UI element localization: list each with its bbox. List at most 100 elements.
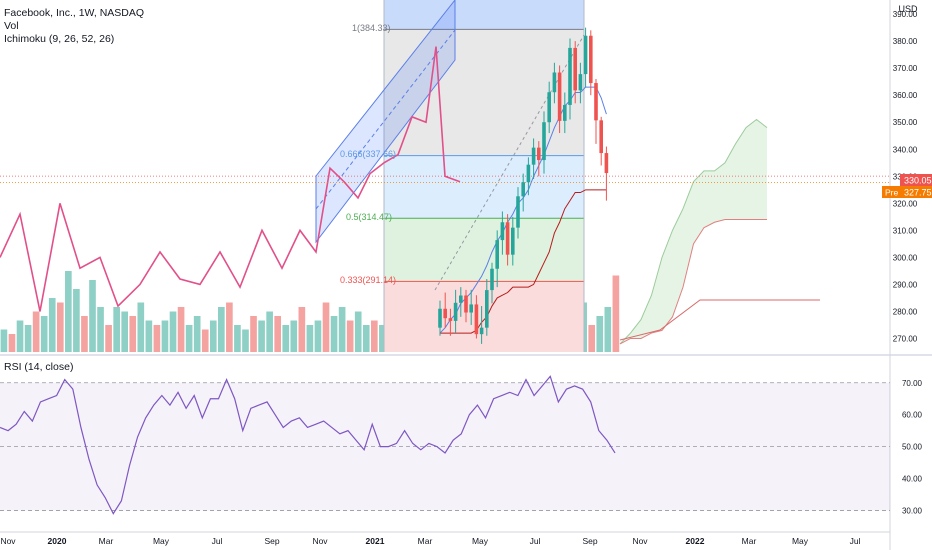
volume-bar — [290, 320, 298, 352]
candle-body — [604, 153, 609, 174]
time-tick-label: Sep — [264, 536, 279, 546]
candle-body — [578, 74, 583, 91]
volume-bar — [97, 307, 104, 352]
volume-bar — [330, 316, 338, 352]
candle-body — [453, 302, 458, 321]
candle-body — [563, 104, 567, 121]
rsi-pane[interactable] — [0, 375, 890, 515]
rsi-line — [0, 375, 616, 515]
candle-body — [531, 147, 536, 165]
volume-legend: Vol — [4, 20, 19, 32]
time-tick-label: Sep — [582, 536, 597, 546]
candle-body — [537, 147, 541, 161]
ichimoku-legend: Ichimoku (9, 26, 52, 26) — [4, 33, 114, 45]
volume-bar — [346, 320, 354, 352]
price-tick-label: 320.00 — [893, 199, 918, 208]
candle-body — [474, 304, 479, 335]
fib-label-1: 1(384.33) — [352, 23, 391, 33]
rsi-tick-label: 40.00 — [902, 475, 923, 484]
price-tick-label: 300.00 — [893, 253, 918, 262]
volume-bar — [177, 307, 185, 352]
volume-bar — [121, 311, 129, 352]
candle-body — [552, 72, 557, 93]
volume-bar — [8, 334, 16, 352]
candle-body — [526, 164, 531, 183]
volume-bar — [209, 320, 217, 352]
price-tick-label: 350.00 — [893, 118, 918, 127]
fib-zone-0666 — [384, 155, 584, 219]
candle-body — [542, 122, 546, 161]
rsi-tick-label: 70.00 — [902, 379, 923, 388]
volume-bar — [201, 329, 209, 352]
time-tick-label: May — [792, 536, 809, 546]
price-tick-label: 290.00 — [893, 280, 918, 289]
volume-bar — [370, 320, 378, 352]
pre-price-tag — [900, 186, 932, 198]
volume-bar — [185, 325, 193, 352]
candle-body — [443, 308, 447, 319]
candle-body — [464, 295, 468, 313]
cloud-span-b — [619, 219, 767, 345]
volume-bar — [588, 325, 596, 352]
fibonacci-retracement[interactable] — [383, 0, 585, 352]
volume-bar — [65, 271, 72, 352]
currency-label[interactable]: USD — [898, 4, 918, 14]
channel-band — [315, 0, 456, 244]
rsi-tick-label: 60.00 — [902, 411, 923, 420]
pre-price-text: 327.75 — [904, 188, 932, 198]
symbol-title: Facebook, Inc., 1W, NASDAQ — [4, 7, 144, 19]
volume-bar — [298, 307, 306, 352]
candle-body — [505, 222, 510, 255]
volume-bar — [24, 325, 32, 352]
candle-body — [459, 295, 463, 303]
time-tick-label: Nov — [0, 536, 16, 546]
time-tick-label: Mar — [99, 536, 114, 546]
candle-body — [495, 240, 499, 269]
price-tick-label: 360.00 — [893, 91, 918, 100]
pre-badge — [882, 186, 900, 198]
volume-bar — [153, 325, 161, 352]
fib-label-0333: 0.333(291.14) — [340, 275, 396, 285]
kijun-line — [440, 189, 607, 334]
candle-body — [547, 92, 551, 123]
volume-bar — [161, 320, 169, 352]
volume-bar — [16, 320, 24, 352]
price-line — [0, 46, 461, 312]
candle-body — [485, 290, 489, 328]
volume-bar — [612, 275, 620, 352]
volume-bar — [145, 320, 153, 352]
price-tick-label: 280.00 — [893, 307, 918, 316]
cloud-fill — [620, 119, 767, 344]
volume-bar — [362, 325, 370, 352]
volume-bar — [282, 325, 290, 352]
candle-body — [568, 47, 572, 105]
time-tick-label: Mar — [742, 536, 757, 546]
price-tick-label: 310.00 — [893, 226, 918, 235]
time-tick-label: Nov — [312, 536, 328, 546]
price-tick-label: 380.00 — [893, 37, 918, 46]
time-tick-label: Jul — [850, 536, 861, 546]
candles-layer — [438, 27, 609, 344]
candle-body — [599, 120, 603, 154]
price-tick-label: 340.00 — [893, 145, 918, 154]
volume-bar — [242, 329, 249, 352]
cloud-span-a — [619, 118, 768, 345]
fib-label-0666: 0.666(337.66) — [340, 149, 396, 159]
fib-label-05: 0.5(314.47) — [346, 212, 392, 222]
time-tick-label: 2021 — [366, 536, 385, 546]
time-tick-label: May — [472, 536, 489, 546]
volume-bar — [322, 302, 330, 352]
volume-bar — [0, 329, 8, 352]
parallel-channel[interactable] — [315, 0, 456, 244]
time-tick-label: Jul — [530, 536, 541, 546]
volume-bar — [113, 307, 120, 352]
volume-bar — [32, 311, 40, 352]
volume-bar — [48, 298, 56, 352]
volume-bar — [266, 311, 273, 352]
candle-body — [448, 318, 453, 321]
volume-bar — [89, 280, 96, 352]
pre-badge-text: Pre — [885, 188, 899, 198]
rsi-legend: RSI (14, close) — [4, 361, 73, 373]
